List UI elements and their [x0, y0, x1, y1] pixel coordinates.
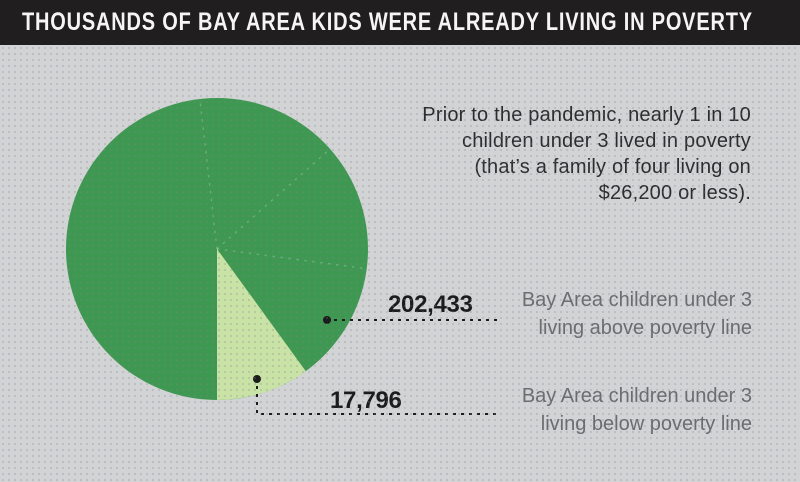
pie-chart: [66, 98, 502, 415]
pie-slice-below: [217, 249, 306, 401]
above-poverty-label-line-1: Bay Area children under 3: [521, 289, 752, 311]
page-title: THOUSANDS OF BAY AREA KIDS WERE ALREADY …: [22, 8, 753, 36]
pie-segment-guide-line: [216, 149, 330, 250]
below-poverty-label-line-1: Bay Area children under 3: [521, 385, 752, 407]
intro-line-4: $26,200 or less).: [598, 182, 751, 204]
below-poverty-label: Bay Area children under 3 living below p…: [522, 382, 752, 438]
intro-line-3: (that’s a family of four living on: [474, 156, 751, 178]
below-leader-line: [256, 386, 500, 415]
below-poverty-label-line-2: living below poverty line: [540, 413, 752, 435]
title-bar: THOUSANDS OF BAY AREA KIDS WERE ALREADY …: [0, 0, 800, 45]
below-leader-dot: [253, 375, 261, 383]
above-poverty-value: 202,433: [388, 291, 473, 318]
above-poverty-label: Bay Area children under 3 living above p…: [522, 286, 752, 342]
pie-segment-guide-line: [199, 100, 218, 250]
intro-line-2: children under 3 lived in poverty: [462, 130, 751, 152]
above-poverty-label-line-2: living above poverty line: [538, 317, 752, 339]
intro-line-1: Prior to the pandemic, nearly 1 in 10: [422, 104, 751, 126]
intro-annotation: Prior to the pandemic, nearly 1 in 10 ch…: [422, 102, 751, 206]
chart-area: Prior to the pandemic, nearly 1 in 10 ch…: [0, 45, 800, 482]
pie-segment-guide-line: [216, 248, 365, 270]
below-poverty-value: 17,796: [330, 387, 402, 414]
above-leader-dot: [323, 316, 331, 324]
